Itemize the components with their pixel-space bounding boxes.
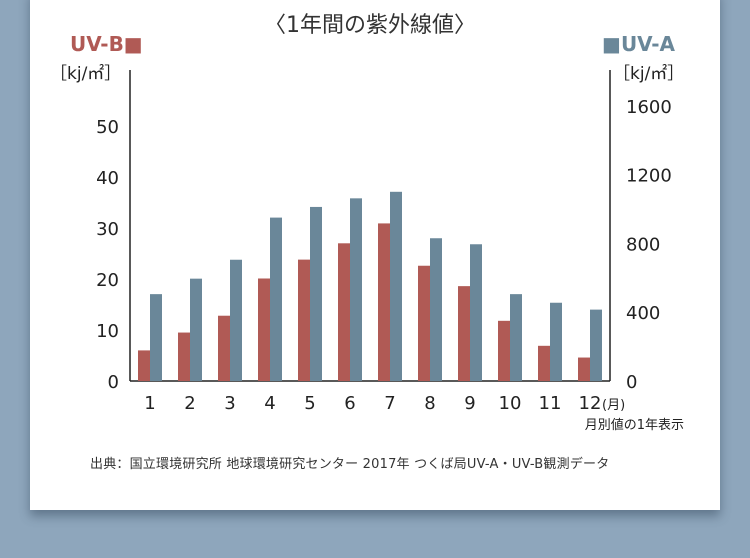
y-right-tick: 800 xyxy=(626,234,660,255)
x-note: 月別値の1年表示 xyxy=(585,417,684,433)
y-right-tick: 400 xyxy=(626,303,660,324)
bar-uv-b xyxy=(338,243,350,381)
x-tick: 11 xyxy=(539,393,562,414)
bar-uv-b xyxy=(378,223,390,381)
uv-chart: 〈1年間の紫外線値〉UV-B■ ■UV-A［kj/㎡］ ［kj/㎡］01020304… xyxy=(50,13,684,433)
bar-uv-b xyxy=(498,320,510,381)
bar-uv-b xyxy=(218,315,230,381)
y-right-label: ［kj/㎡］ xyxy=(613,64,684,84)
bar-uv-a xyxy=(470,244,482,381)
bar-uv-b xyxy=(178,332,190,381)
y-right-tick: 1600 xyxy=(626,97,672,118)
x-tick: 12 xyxy=(579,393,602,414)
y-left-tick: 0 xyxy=(108,372,119,393)
x-tick: 2 xyxy=(184,393,195,414)
chart-title: 〈1年間の紫外線値〉 xyxy=(264,13,476,38)
bar-uv-b xyxy=(258,278,270,381)
bar-uv-a xyxy=(150,294,162,381)
y-left-tick: 40 xyxy=(96,168,119,189)
bar-uv-b xyxy=(418,265,430,381)
y-left-tick: 50 xyxy=(96,117,119,138)
y-left-tick: 20 xyxy=(96,270,119,291)
bar-uv-a xyxy=(550,302,562,381)
bar-uv-b xyxy=(578,357,590,381)
bar-uv-a xyxy=(310,206,322,381)
legend-uv-a: ■UV-A xyxy=(602,32,675,56)
x-tick: 9 xyxy=(464,393,475,414)
bar-uv-b xyxy=(458,286,470,381)
y-right-tick: 1200 xyxy=(626,166,672,187)
bar-uv-a xyxy=(510,294,522,381)
bar-uv-a xyxy=(390,191,402,381)
y-left-tick: 10 xyxy=(96,321,119,342)
x-tick: 10 xyxy=(499,393,522,414)
y-left-tick: 30 xyxy=(96,219,119,240)
bar-uv-b xyxy=(298,259,310,381)
bar-uv-a xyxy=(270,217,282,381)
y-right-tick: 0 xyxy=(626,372,637,393)
y-left-label: ［kj/㎡］ xyxy=(50,64,121,84)
x-tick: 3 xyxy=(224,393,235,414)
bar-uv-a xyxy=(190,278,202,381)
source-note: 出典：国立環境研究所 地球環境研究センター 2017年 つくば局UV-A・UV-… xyxy=(90,457,610,472)
x-tick: 6 xyxy=(344,393,355,414)
bar-uv-b xyxy=(538,345,550,381)
x-tick: 5 xyxy=(304,393,315,414)
bar-uv-b xyxy=(138,350,150,381)
x-tick: 1 xyxy=(144,393,155,414)
x-tick: 7 xyxy=(384,393,395,414)
bar-uv-a xyxy=(430,238,442,381)
x-tick: 4 xyxy=(264,393,275,414)
chart-card: 〈1年間の紫外線値〉 UV-B■ ■UV-A ［kj/㎡］ ［kj/㎡］ 0 10 20 30 4… xyxy=(30,0,720,510)
x-tick: 8 xyxy=(424,393,435,414)
legend-uv-b: UV-B■ xyxy=(70,32,143,56)
bar-uv-a xyxy=(590,309,602,381)
x-unit: (月) xyxy=(602,398,625,413)
bar-uv-a xyxy=(350,198,362,381)
bar-uv-a xyxy=(230,259,242,381)
